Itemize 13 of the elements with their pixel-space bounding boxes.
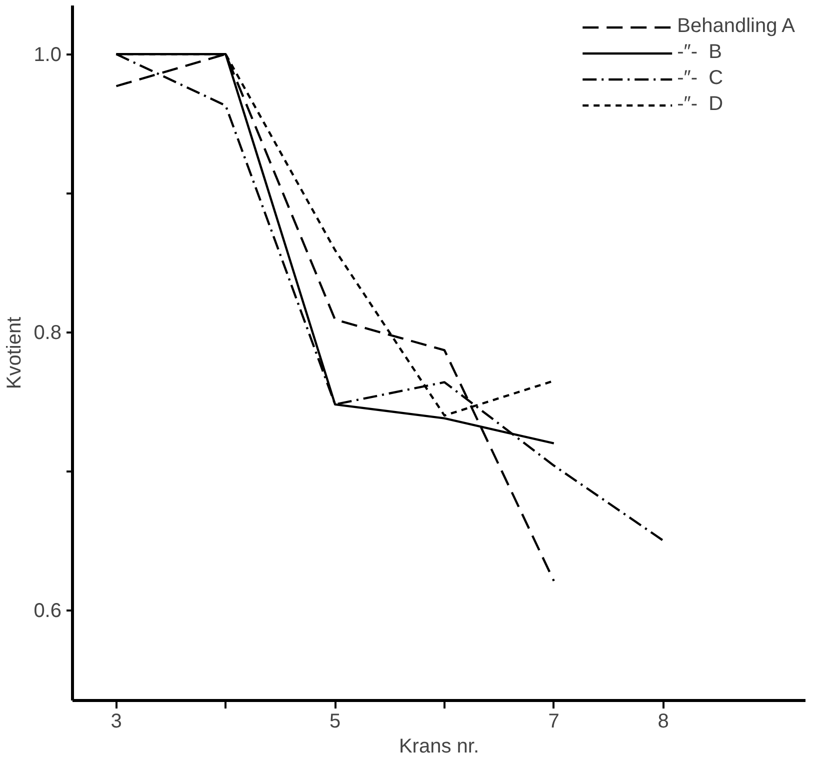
- legend-label: -″- D: [677, 93, 724, 116]
- y-axis-title: Kvotient: [4, 316, 26, 390]
- x-axis-title: Krans nr.: [398, 736, 480, 758]
- x-tick-label: 3: [110, 710, 122, 732]
- legend-label: Behandling A: [677, 15, 795, 38]
- legend-label: -″- C: [677, 67, 724, 90]
- x-tick-label: 8: [658, 710, 669, 732]
- y-tick-label: 0.8: [34, 322, 62, 344]
- x-tick-label: 7: [548, 710, 560, 732]
- y-tick-label: 0.6: [34, 600, 62, 622]
- legend-label: -″- B: [677, 41, 722, 64]
- x-tick-label: 5: [330, 710, 341, 732]
- y-tick-label: 1.0: [34, 44, 62, 66]
